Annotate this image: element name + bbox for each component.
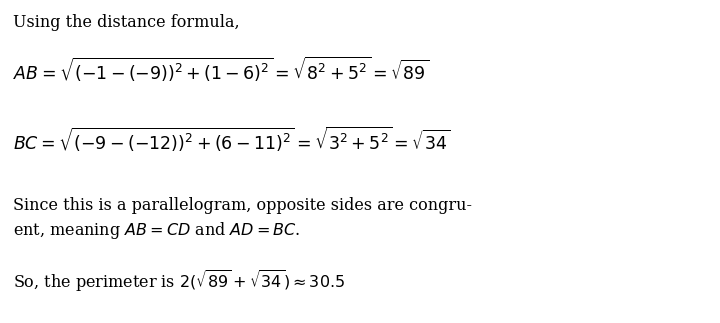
Text: ent, meaning $AB = CD$ and $AD = BC$.: ent, meaning $AB = CD$ and $AD = BC$. xyxy=(13,220,301,241)
Text: Since this is a parallelogram, opposite sides are congru-: Since this is a parallelogram, opposite … xyxy=(13,197,472,214)
Text: $AB = \sqrt{(-1-(-9))^2 + (1-6)^2} = \sqrt{8^2+5^2} = \sqrt{89}$: $AB = \sqrt{(-1-(-9))^2 + (1-6)^2} = \sq… xyxy=(13,55,429,84)
Text: So, the perimeter is $2(\sqrt{89} + \sqrt{34}) \approx 30.5$: So, the perimeter is $2(\sqrt{89} + \sqr… xyxy=(13,268,345,294)
Text: $BC = \sqrt{(-9-(-12))^2 + (6-11)^2} = \sqrt{3^2+5^2} = \sqrt{34}$: $BC = \sqrt{(-9-(-12))^2 + (6-11)^2} = \… xyxy=(13,125,451,154)
Text: Using the distance formula,: Using the distance formula, xyxy=(13,14,240,31)
